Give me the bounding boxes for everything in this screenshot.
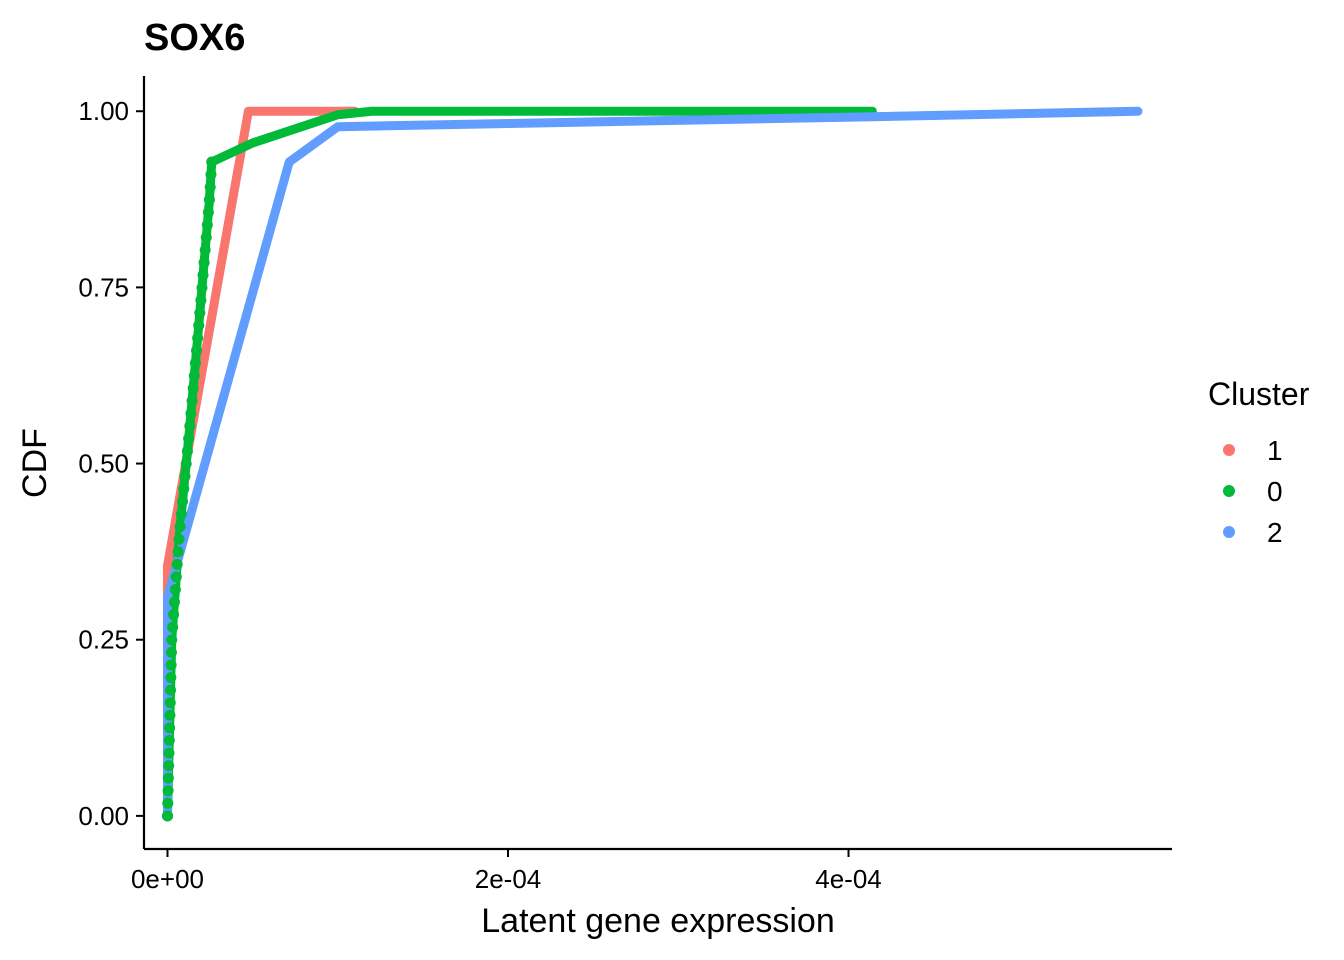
legend-item-2: 2: [1223, 517, 1283, 548]
y-tick-label: 0.25: [78, 625, 129, 655]
legend-item-1: 1: [1223, 435, 1283, 466]
series-0-point: [165, 646, 177, 658]
series-0-point: [206, 156, 218, 168]
series-0-point: [198, 257, 210, 269]
series-0-point: [195, 294, 207, 306]
series-0-point: [174, 521, 186, 533]
series-0-point: [201, 219, 213, 231]
x-tick-label: 4e-04: [815, 864, 882, 894]
series-2: [162, 106, 1143, 822]
series-0-point: [163, 747, 175, 759]
series-line-1: [163, 106, 360, 821]
series-0-point: [162, 772, 174, 784]
series-0-point: [196, 282, 208, 294]
series-0-point: [167, 621, 179, 633]
series-0-point: [193, 319, 205, 331]
series-0-point: [181, 445, 193, 457]
series-0-point: [179, 470, 191, 482]
series-0-point: [173, 533, 185, 545]
series-0-point: [202, 206, 214, 218]
legend-label: 1: [1267, 435, 1283, 466]
series-0-point: [189, 357, 201, 369]
series-0-point: [204, 181, 216, 193]
plot-area: [162, 106, 1143, 822]
series-0-point: [169, 584, 181, 596]
y-tick-label: 0.00: [78, 801, 129, 831]
legend: Cluster 1 0 2: [1208, 376, 1310, 548]
series-0-dots: [162, 156, 218, 822]
series-0-point: [172, 546, 184, 558]
series-0-point: [168, 596, 180, 608]
series-0-point: [177, 496, 189, 507]
series-line-2: [163, 106, 1143, 821]
legend-key: [1223, 444, 1235, 456]
y-axis-ticks: 0.00 0.25 0.50 0.75 1.00: [78, 96, 144, 831]
series-0-point: [203, 194, 215, 206]
series-0-point: [184, 420, 196, 432]
series-0-point: [168, 609, 180, 621]
legend-title: Cluster: [1208, 376, 1310, 412]
series-0-point: [178, 483, 190, 495]
series-0-point: [200, 231, 212, 243]
series-0-point: [164, 709, 176, 721]
legend-key: [1223, 526, 1235, 538]
y-axis-title: CDF: [16, 428, 54, 498]
series-0-point: [165, 684, 177, 696]
series-0-point: [183, 433, 195, 445]
series-0-point: [164, 722, 176, 734]
series-0-point: [187, 382, 199, 394]
legend-label: 2: [1267, 517, 1283, 548]
series-0-point: [163, 734, 175, 746]
x-tick-label: 0e+00: [131, 864, 204, 894]
series-0-point: [180, 458, 192, 470]
x-axis-title: Latent gene expression: [481, 902, 834, 940]
chart-title: SOX6: [144, 17, 245, 59]
series-0-point: [162, 797, 174, 809]
y-tick-label: 0.50: [78, 449, 129, 479]
x-tick-label: 2e-04: [475, 864, 542, 894]
x-axis-ticks: 0e+00 2e-04 4e-04: [131, 849, 882, 894]
legend-item-0: 0: [1223, 476, 1283, 507]
series-0-point: [191, 345, 203, 357]
series-0-point: [186, 395, 198, 407]
legend-key: [1223, 485, 1235, 497]
series-0-point: [164, 697, 176, 709]
series-0-point: [165, 659, 177, 671]
y-tick-label: 1.00: [78, 96, 129, 126]
series-0-point: [171, 558, 183, 570]
series-0-point: [175, 508, 187, 520]
series-0-point: [162, 785, 174, 797]
legend-label: 0: [1267, 476, 1283, 507]
series-0-point: [170, 571, 182, 583]
series-0-point: [205, 169, 217, 181]
series-0-point: [197, 269, 209, 281]
series-0-point: [165, 672, 177, 684]
series-0-point: [185, 407, 197, 419]
y-tick-label: 0.75: [78, 272, 129, 302]
series-0-point: [188, 370, 200, 382]
series-0-point: [194, 307, 206, 319]
series-0-point: [162, 810, 173, 822]
series-0-point: [199, 244, 211, 256]
series-0-point: [163, 760, 175, 772]
series-0: [162, 106, 877, 822]
series-0-point: [166, 634, 178, 646]
series-0-point: [192, 332, 204, 344]
